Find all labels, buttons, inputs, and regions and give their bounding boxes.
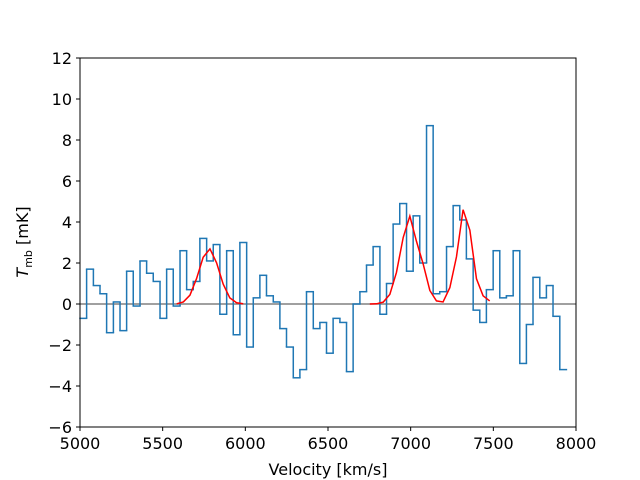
x-tick-label: 8000: [556, 434, 597, 453]
y-tick-label: 2: [62, 254, 72, 273]
x-axis-label: Velocity [km/s]: [269, 460, 388, 479]
fit-line: [369, 209, 491, 305]
y-tick-label: 10: [52, 90, 72, 109]
y-tick-label: 6: [62, 172, 72, 191]
x-tick-label: 6000: [225, 434, 266, 453]
y-label-symbol: T: [13, 267, 32, 278]
y-tick-label: 4: [62, 213, 72, 232]
y-label-subscript: mb: [22, 250, 35, 268]
y-tick-label: −4: [48, 377, 72, 396]
y-tick-label: −2: [48, 336, 72, 355]
x-tick-label: 5000: [60, 434, 101, 453]
x-tick-label: 6500: [308, 434, 349, 453]
x-tick-label: 5500: [142, 434, 183, 453]
x-tick-label: 7000: [390, 434, 431, 453]
x-tick-label: 7500: [473, 434, 514, 453]
y-label-unit: [mK]: [13, 206, 32, 245]
plot-frame: [79, 57, 577, 428]
y-tick-label: 12: [52, 49, 72, 68]
fit-line: [176, 247, 244, 305]
y-axis-label: Tmb [mK]: [13, 206, 35, 277]
y-tick-label: 0: [62, 295, 72, 314]
y-tick-label: 8: [62, 131, 72, 150]
y-tick-label: −6: [48, 418, 72, 437]
